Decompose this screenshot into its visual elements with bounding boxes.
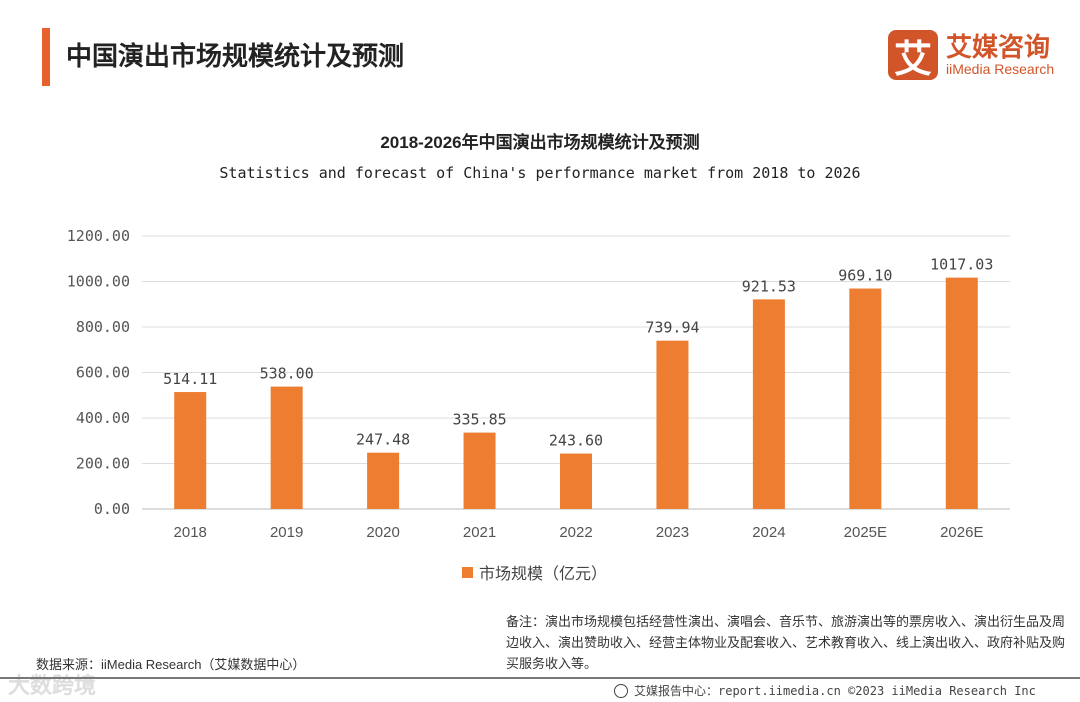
title-accent-bar	[42, 28, 50, 86]
x-tick-label: 2025E	[844, 524, 887, 541]
x-tick-label: 2026E	[940, 524, 983, 541]
legend-label: 市场规模（亿元）	[479, 566, 608, 583]
bar	[945, 277, 978, 509]
bar	[463, 432, 496, 509]
x-tick-label: 2022	[559, 524, 592, 541]
bar	[367, 452, 400, 509]
bar	[752, 299, 785, 509]
legend: 市场规模（亿元）	[462, 560, 607, 584]
y-tick-label: 200.00	[76, 455, 130, 473]
logo-mark: 艾	[888, 30, 938, 81]
data-label: 1017.03	[930, 256, 993, 274]
note: 备注：演出市场规模包括经营性演出、演唱会、音乐节、旅游演出等的票房收入、演出衍生…	[506, 614, 1066, 671]
page-title: 中国演出市场规模统计及预测	[66, 41, 405, 71]
data-label: 243.60	[549, 432, 603, 450]
bar	[270, 386, 303, 509]
data-label: 335.85	[452, 411, 506, 429]
globe-icon	[614, 683, 628, 698]
y-tick-label: 800.00	[76, 318, 130, 336]
logo-en: iiMedia Research	[946, 61, 1055, 77]
bar	[174, 392, 207, 509]
data-label: 969.10	[838, 267, 892, 285]
x-tick-label: 2019	[270, 524, 303, 541]
x-tick-label: 2021	[463, 524, 496, 541]
x-tick-label: 2018	[174, 524, 207, 541]
y-tick-label: 1000.00	[67, 273, 130, 291]
data-source: 数据来源：iiMedia Research（艾媒数据中心）	[36, 657, 306, 672]
data-label: 921.53	[742, 277, 796, 295]
x-tick-label: 2020	[366, 524, 399, 541]
iimedia-logo: 艾 艾媒咨询 iiMedia Research	[888, 30, 1055, 81]
watermark: 大数跨境	[8, 673, 97, 698]
footer-divider	[0, 677, 1080, 679]
y-tick-label: 400.00	[76, 409, 130, 427]
data-label: 739.94	[645, 319, 699, 337]
y-tick-label: 600.00	[76, 364, 130, 382]
footer: 艾媒报告中心：report.iimedia.cn ©2023 iiMedia R…	[614, 682, 1036, 699]
x-tick-label: 2023	[656, 524, 689, 541]
bar	[849, 288, 882, 509]
y-tick-label: 1200.00	[67, 227, 130, 245]
bar-chart: 0.00 200.00 400.00 600.00 800.00 1000.00 1200.…	[67, 227, 1010, 541]
chart-subtitle: Statistics and forecast of China's perfo…	[219, 164, 861, 182]
footer-text: 艾媒报告中心：report.iimedia.cn ©2023 iiMedia R…	[634, 684, 1036, 698]
bar	[656, 340, 689, 509]
chart-title: 2018-2026年中国演出市场规模统计及预测	[380, 133, 700, 152]
data-label: 247.48	[356, 431, 410, 449]
legend-swatch	[462, 566, 473, 578]
x-tick-label: 2024	[752, 524, 785, 541]
data-label: 538.00	[260, 365, 314, 383]
bar	[560, 453, 592, 509]
logo-cn: 艾媒咨询	[946, 32, 1051, 62]
y-tick-label: 0.00	[94, 500, 130, 518]
data-label: 514.11	[163, 370, 217, 388]
